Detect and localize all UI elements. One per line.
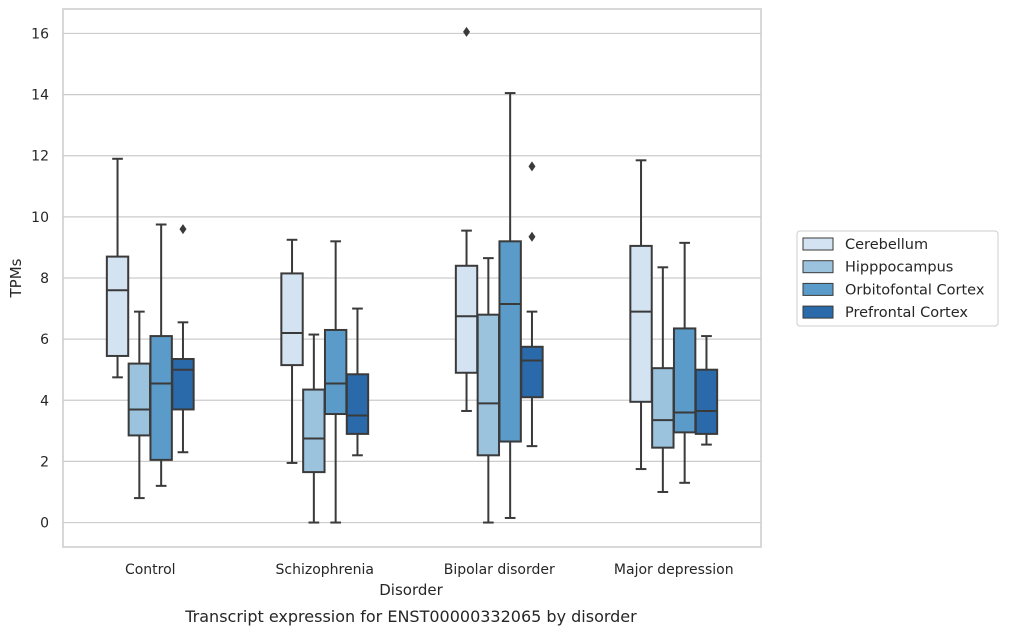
- outlier-point: [528, 231, 536, 242]
- y-tick-label: 6: [40, 332, 49, 348]
- box-body: [323, 328, 348, 416]
- box: [520, 161, 544, 448]
- x-tick-labels: Control Schizophrenia Bipolar disorder Majo…: [125, 562, 734, 578]
- outlier-point: [179, 224, 187, 235]
- box: [105, 157, 130, 379]
- plot-frame: [62, 8, 762, 548]
- outlier-point: [463, 26, 471, 37]
- outlier-point: [528, 161, 536, 172]
- box-body: [672, 327, 697, 434]
- box: [302, 333, 326, 524]
- legend-swatch: [802, 305, 834, 319]
- box: [280, 238, 304, 464]
- box-body: [476, 313, 501, 457]
- x-tick-label: Control: [125, 562, 176, 578]
- box-body: [302, 388, 326, 474]
- box: [672, 241, 697, 484]
- box-body: [345, 373, 370, 435]
- series-group: [127, 257, 675, 524]
- legend-label: Orbitofontal Cortex: [845, 282, 985, 298]
- x-axis-label: Disorder: [379, 581, 443, 599]
- box: [498, 92, 522, 519]
- y-tick-label: 12: [31, 149, 49, 165]
- y-tick-label: 0: [40, 516, 49, 532]
- legend-swatch: [802, 260, 834, 274]
- legend: Cerebellum Hipppocampus Orbitofontal Corte…: [796, 230, 999, 327]
- box: [323, 240, 348, 524]
- box: [171, 224, 195, 454]
- y-tick-labels: 0 2 4 6 8 10 12 14 16: [31, 26, 49, 531]
- series-group: [171, 161, 719, 457]
- box-body: [171, 358, 195, 411]
- y-tick-label: 14: [31, 88, 49, 104]
- box: [694, 335, 719, 446]
- box-body: [149, 335, 173, 461]
- box: [345, 307, 370, 457]
- box-series: [105, 26, 719, 524]
- x-tick-label: Schizophrenia: [276, 562, 374, 578]
- box: [127, 310, 152, 500]
- y-tick-label: 8: [40, 271, 49, 287]
- legend-swatch: [802, 282, 834, 296]
- x-tick-label: Major depression: [614, 562, 734, 578]
- box-body: [498, 240, 522, 443]
- x-tick-label: Bipolar disorder: [444, 562, 555, 578]
- y-tick-label: 4: [40, 393, 49, 409]
- y-tick-label: 10: [31, 210, 49, 226]
- box: [651, 266, 675, 493]
- box: [629, 159, 653, 471]
- box-body: [280, 272, 304, 367]
- y-tick-label: 16: [31, 26, 49, 42]
- legend-label: Prefrontal Cortex: [845, 305, 968, 321]
- box-body: [629, 244, 653, 403]
- y-tick-label: 2: [40, 454, 49, 470]
- legend-frame: [796, 230, 999, 327]
- box-body: [454, 264, 479, 374]
- legend-label: Cerebellum: [845, 237, 928, 253]
- series-group: [105, 26, 653, 471]
- box-body: [127, 362, 152, 437]
- box: [454, 26, 479, 412]
- box-body: [105, 255, 130, 357]
- chart-caption: Transcript expression for ENST0000033206…: [184, 607, 637, 626]
- box-body: [694, 368, 719, 435]
- legend-swatch: [802, 237, 834, 251]
- series-group: [149, 92, 697, 524]
- y-axis-label: TPMs: [7, 258, 25, 298]
- box: [476, 257, 501, 524]
- box-body: [520, 345, 544, 399]
- legend-label: Hipppocampus: [845, 260, 953, 276]
- box-body: [651, 367, 675, 449]
